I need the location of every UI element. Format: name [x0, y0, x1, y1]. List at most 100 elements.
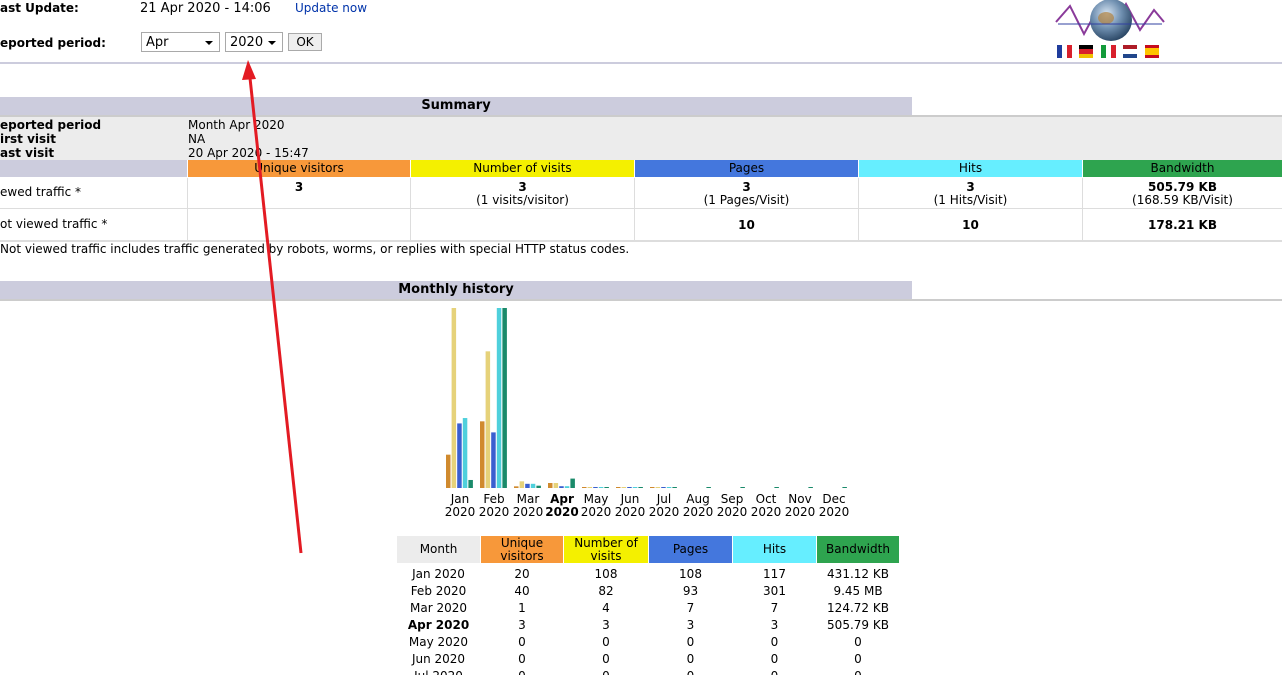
column-header: Bandwidth — [1083, 160, 1282, 177]
table-cell: 124.72 KB — [827, 601, 889, 615]
table-cell: 7 — [770, 601, 779, 615]
table-cell: 3 — [686, 618, 695, 632]
table-cell: 3 — [518, 618, 526, 632]
bar — [457, 423, 462, 488]
bar — [480, 421, 485, 488]
cell-border — [858, 178, 859, 240]
info-label: irst visit — [0, 132, 57, 146]
row-border — [0, 208, 1282, 209]
year-label: 2020 — [615, 505, 646, 519]
month-label: Apr — [550, 492, 574, 506]
month-select[interactable]: Apr — [141, 32, 220, 52]
month-label: Jan — [450, 492, 470, 506]
year-label: 2020 — [545, 505, 578, 519]
bar — [525, 483, 530, 488]
bar — [593, 487, 598, 488]
column-header: Bandwidth — [817, 536, 899, 563]
bar — [627, 487, 632, 488]
year-label: 2020 — [445, 505, 476, 519]
header-cell — [0, 160, 187, 177]
monthly-title: Monthly history — [0, 281, 912, 299]
month-label: Mar — [517, 492, 540, 506]
table-cell: 3 — [770, 618, 779, 632]
cell-sub: (1 visits/visitor) — [476, 193, 569, 207]
bar — [462, 418, 468, 488]
table-cell: 117 — [763, 567, 786, 581]
bar — [842, 487, 847, 488]
table-cell: 0 — [481, 669, 563, 675]
table-cell: 20 — [514, 567, 530, 581]
row-label: ewed traffic * — [0, 185, 82, 199]
column-header: Pages — [649, 536, 732, 563]
table-cell: Jun 2020 — [411, 652, 466, 666]
logo — [1055, 0, 1165, 58]
cell-value: 10 — [962, 218, 979, 232]
table-cell: 0 — [817, 669, 899, 675]
last-update-label: ast Update: — [0, 1, 79, 15]
info-value: Month Apr 2020 — [188, 118, 285, 132]
month-label: Nov — [788, 492, 811, 506]
table-cell: May 2020 — [408, 635, 469, 649]
bar — [650, 487, 655, 488]
bar — [570, 478, 575, 488]
bar — [774, 487, 779, 488]
flags — [1057, 45, 1159, 58]
year-label: 2020 — [751, 505, 782, 519]
table-cell: 0 — [518, 635, 526, 649]
info-label: eported period — [0, 118, 102, 132]
bar — [559, 486, 564, 488]
column-header: Pages — [635, 160, 858, 177]
table-cell: 0 — [854, 652, 862, 666]
column-header: Unique visitors — [188, 160, 410, 177]
table-cell: 301 — [763, 584, 786, 598]
cell-border — [187, 178, 188, 240]
table-cell: 431.12 KB — [827, 567, 889, 581]
month-label: Oct — [756, 492, 777, 506]
bar — [638, 487, 643, 488]
table-cell: 108 — [679, 567, 702, 581]
bar — [598, 487, 604, 488]
bar — [621, 487, 627, 488]
table-cell: 0 — [518, 652, 526, 666]
month-label: Feb — [483, 492, 504, 506]
cell-value: 3 — [294, 180, 304, 194]
bar — [632, 487, 638, 488]
table-cell: 0 — [649, 669, 732, 675]
column-header: Unique visitors — [481, 536, 563, 563]
bar — [553, 483, 559, 488]
month-label: Aug — [686, 492, 709, 506]
table-cell: 0 — [686, 652, 695, 666]
bar — [616, 487, 621, 488]
month-label: May — [584, 492, 609, 506]
month-label: Sep — [721, 492, 744, 506]
column-header: Month — [397, 536, 480, 563]
year-select[interactable]: 2020 — [225, 32, 283, 52]
row-border — [0, 240, 1282, 242]
bar — [661, 487, 666, 488]
info-value: NA — [188, 132, 206, 146]
bar — [672, 487, 677, 488]
year-label: 2020 — [819, 505, 850, 519]
table-cell: Jan 2020 — [412, 567, 465, 581]
column-header: Hits — [859, 160, 1082, 177]
bar — [514, 486, 519, 488]
cell-value: 10 — [738, 218, 755, 232]
last-update: 21 Apr 2020 - 14:06 — [140, 1, 271, 16]
year-label: 2020 — [581, 505, 612, 519]
separator — [0, 115, 1282, 117]
table-cell: Jul 2020 — [397, 669, 480, 675]
cell-border — [410, 178, 411, 240]
cell-value: 3 — [966, 180, 975, 194]
ok-button[interactable]: OK — [288, 33, 322, 51]
bar — [446, 454, 451, 488]
year-label: 2020 — [785, 505, 816, 519]
table-cell: 1 — [518, 601, 526, 615]
month-label: Jun — [620, 492, 640, 506]
update-link[interactable]: Update now — [295, 1, 368, 15]
table-cell: Mar 2020 — [410, 601, 467, 615]
table-cell: Apr 2020 — [407, 618, 470, 632]
bar — [496, 308, 502, 488]
cell-value: 178.21 KB — [1148, 218, 1217, 232]
year-label: 2020 — [683, 505, 714, 519]
